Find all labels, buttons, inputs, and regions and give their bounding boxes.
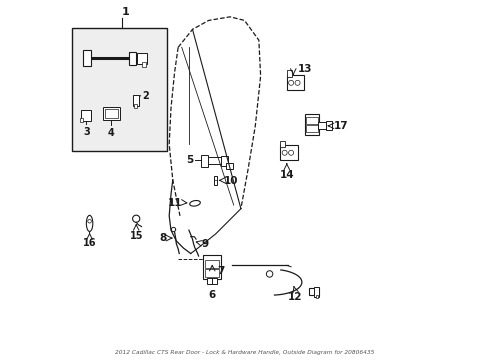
Bar [305,117,317,124]
Circle shape [288,150,293,155]
Bar [201,154,207,167]
Bar [315,295,317,298]
Circle shape [266,271,272,277]
Bar [132,95,139,106]
Bar [203,157,224,164]
Bar [280,145,297,160]
Bar [105,109,117,118]
Bar [129,51,136,64]
Text: 7: 7 [217,266,224,276]
Text: 11: 11 [167,198,182,208]
Text: 12: 12 [287,292,302,302]
Bar [72,28,167,151]
Circle shape [132,215,140,222]
Text: 6: 6 [208,290,215,300]
Bar [308,288,319,296]
Bar [203,255,221,279]
Bar [134,104,137,108]
Ellipse shape [86,215,93,231]
Bar [305,125,317,132]
Text: 17: 17 [333,121,347,131]
Text: 8: 8 [159,233,166,243]
Bar [142,62,145,67]
Bar [314,287,318,297]
Bar [137,53,147,64]
Text: 9: 9 [201,239,208,249]
Bar [206,278,217,284]
Text: 14: 14 [279,170,293,180]
Circle shape [294,80,300,85]
Bar [102,107,120,121]
Bar [204,260,219,268]
Text: 13: 13 [297,64,311,74]
Circle shape [288,80,293,85]
Ellipse shape [189,201,200,206]
Text: 4: 4 [108,129,115,138]
Bar [318,122,328,129]
Text: 16: 16 [82,238,96,248]
Bar [325,121,331,130]
Bar [225,163,233,169]
Bar [304,114,319,135]
Bar [80,118,83,122]
Text: 2: 2 [142,91,149,101]
Bar [280,141,285,147]
Text: 10: 10 [224,176,238,186]
Bar [221,156,227,166]
Bar [204,269,219,277]
Circle shape [88,220,91,223]
Bar [81,110,91,121]
Circle shape [282,150,286,155]
Text: 15: 15 [129,231,142,241]
Text: 1: 1 [121,7,129,17]
Text: 2012 Cadillac CTS Rear Door - Lock & Hardware Handle, Outside Diagram for 208064: 2012 Cadillac CTS Rear Door - Lock & Har… [115,350,373,355]
Bar [83,50,91,66]
Bar [214,176,216,185]
Bar [286,70,291,77]
Text: 3: 3 [83,127,89,137]
Text: 5: 5 [186,155,193,165]
Bar [286,75,304,90]
